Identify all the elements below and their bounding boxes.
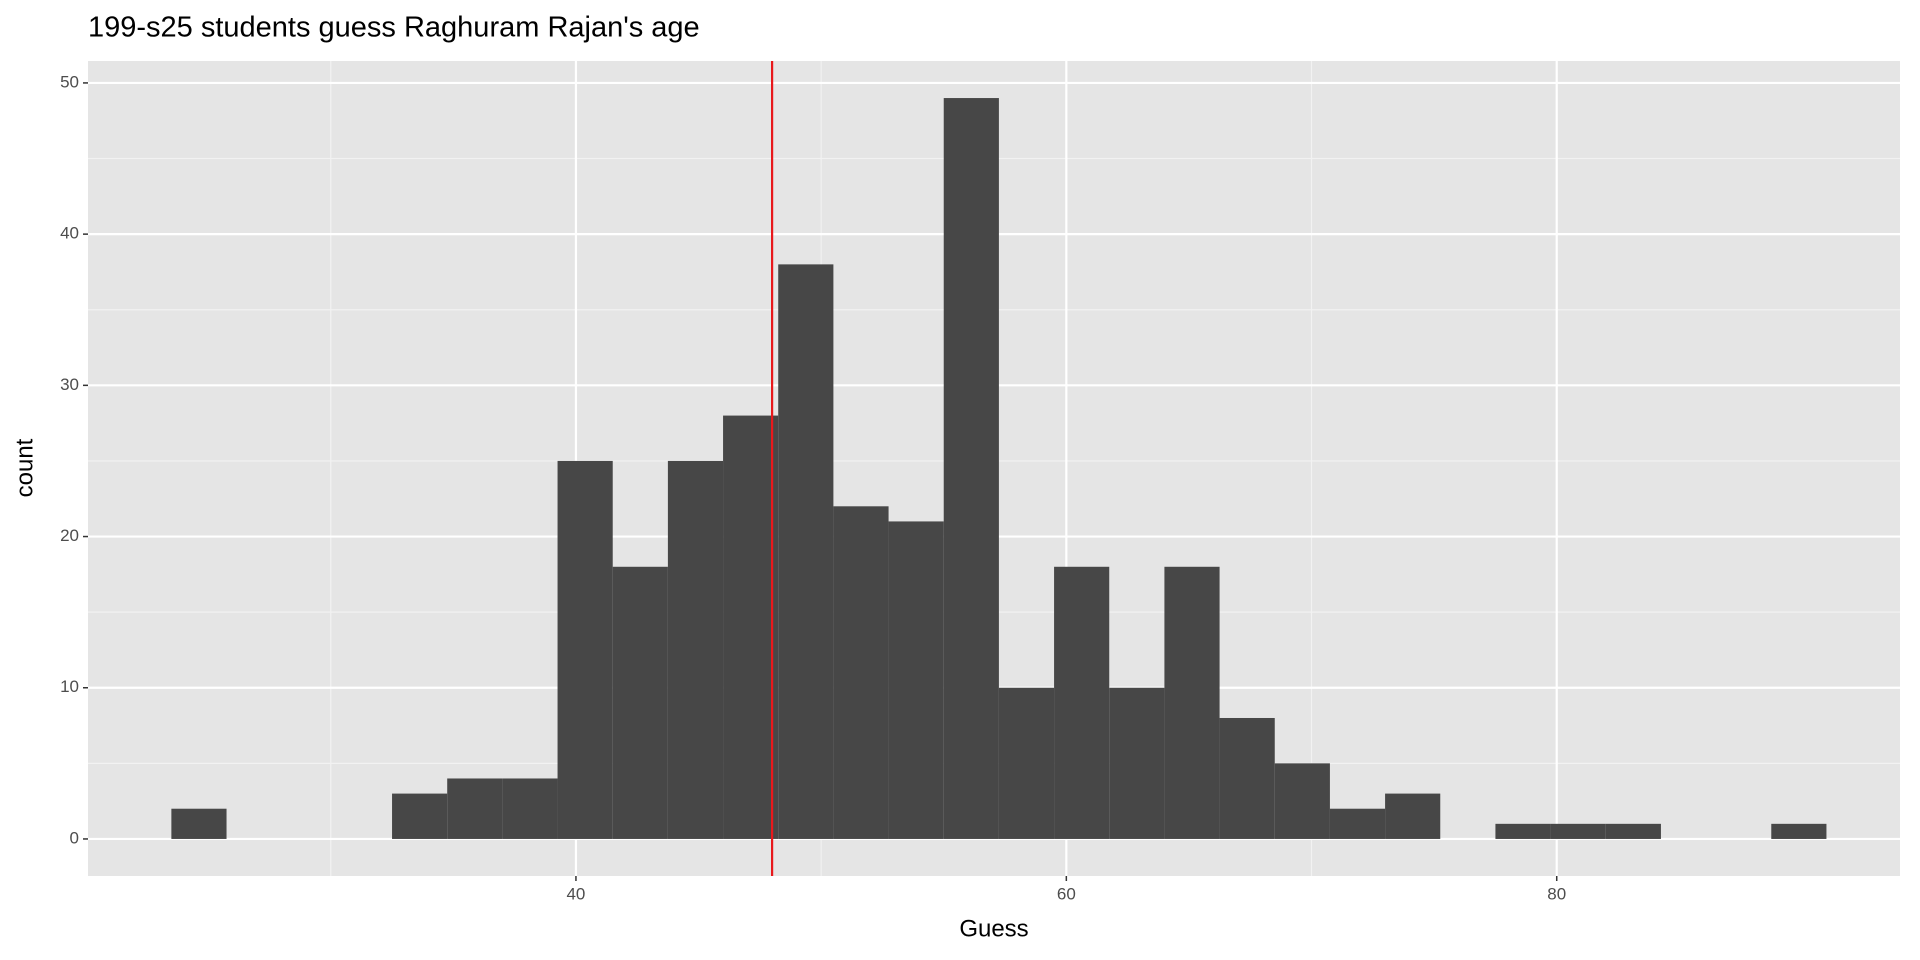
bar (778, 264, 834, 839)
bar (392, 793, 448, 839)
bar (833, 506, 889, 839)
bar (1495, 823, 1551, 839)
bar (447, 778, 503, 839)
bar (943, 98, 999, 839)
y-tick-label: 0 (70, 828, 79, 847)
bar (1385, 793, 1441, 839)
y-tick-label: 10 (60, 677, 79, 696)
bar (1550, 823, 1606, 839)
y-tick-label: 50 (60, 72, 79, 91)
y-axis-title: count (11, 438, 38, 497)
bar (888, 521, 944, 839)
bar (1109, 687, 1165, 839)
y-tick-label: 30 (60, 375, 79, 394)
bar (723, 415, 779, 839)
bar (171, 808, 227, 839)
bar (1274, 763, 1330, 839)
bar (667, 460, 724, 839)
bar (1329, 808, 1386, 839)
bar (1054, 566, 1110, 839)
bar (998, 687, 1055, 839)
chart-title: 199-s25 students guess Raghuram Rajan's … (88, 12, 700, 44)
bar (557, 460, 613, 839)
x-tick-label: 40 (566, 884, 585, 903)
x-axis-title: Guess (959, 915, 1028, 942)
bar (502, 778, 558, 839)
x-tick-label: 80 (1547, 884, 1566, 903)
x-tick-label: 60 (1057, 884, 1076, 903)
bar (612, 566, 668, 839)
y-tick-label: 20 (60, 526, 79, 545)
y-tick-label: 40 (60, 224, 79, 243)
bar (1605, 823, 1661, 839)
bar (1771, 823, 1827, 839)
bar (1219, 717, 1275, 839)
bar (1164, 566, 1220, 839)
